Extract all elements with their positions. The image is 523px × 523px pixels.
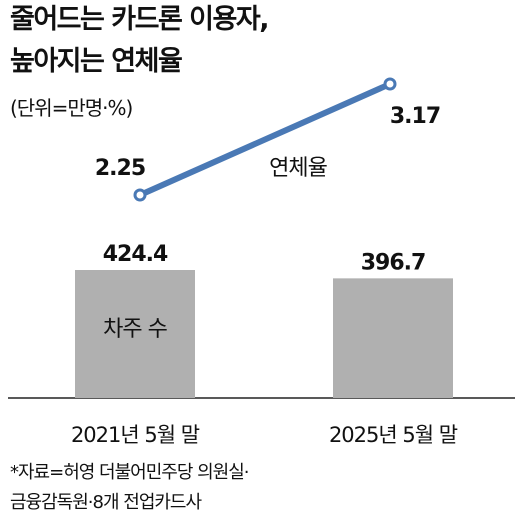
line-series-segment [137,81,393,198]
chart-title-line1: 줄어드는 카드론 이용자, [10,4,269,35]
bar-series-label: 차주 수 [103,317,167,342]
line-value-label-2: 3.17 [390,104,440,129]
line-series-label: 연체율 [269,156,327,181]
line-point-2 [383,77,397,91]
source-line2: 금융감독원·8개 전업카드사 [10,492,202,513]
bar-value-label-2: 396.7 [361,250,426,275]
chart-title-line2: 높아지는 연체율 [10,46,183,77]
unit-label: (단위=만명·%) [10,96,133,120]
bar-value-label-1: 424.4 [103,242,168,267]
bar-2 [333,278,453,398]
x-tick-label-1: 2021년 5월 말 [71,423,200,447]
x-tick-label-2: 2025년 5월 말 [329,423,458,447]
source-line1: *자료=허영 더불어민주당 의원실· [10,462,250,483]
source-note: *자료=허영 더불어민주당 의원실· 금융감독원·8개 전업카드사 [10,458,250,518]
bar-1 [75,270,195,398]
line-value-label-1: 2.25 [95,156,145,181]
line-point-1 [133,188,147,202]
